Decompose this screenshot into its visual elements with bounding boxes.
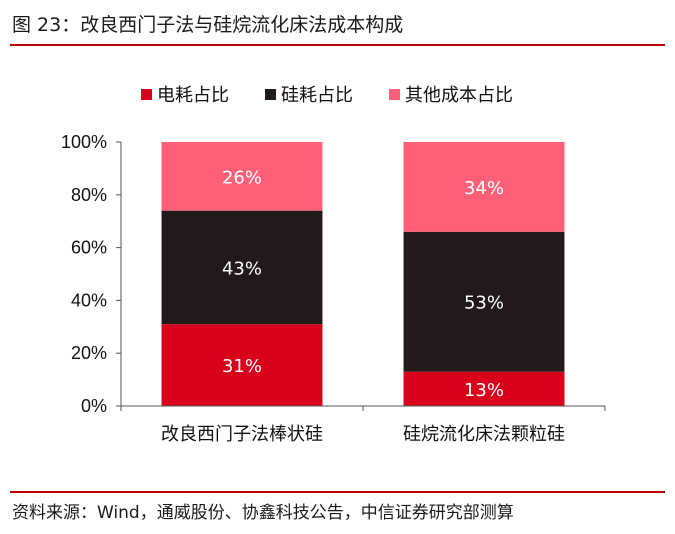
x-axis: 改良西门子法棒状硅 硅烷流化床法颗粒硅 — [120, 405, 606, 445]
y-tick-label: 20% — [71, 343, 107, 363]
y-tick-label: 60% — [71, 238, 107, 258]
y-tick-label: 0% — [81, 396, 107, 416]
y-tick-label: 100% — [61, 132, 107, 152]
data-label: 53% — [464, 293, 504, 314]
figure-source: 资料来源：Wind，通威股份、协鑫科技公告，中信证券研究部测算 — [12, 503, 514, 523]
bar-segment — [403, 371, 565, 406]
x-category-label: 改良西门子法棒状硅 — [161, 424, 323, 445]
data-label: 13% — [464, 380, 504, 401]
bar-segment — [403, 142, 565, 232]
source-rule — [10, 491, 665, 493]
legend-label: 其他成本占比 — [405, 85, 513, 106]
bar-segment — [161, 210, 323, 325]
y-tick-label: 80% — [71, 185, 107, 205]
x-category-label: 硅烷流化床法颗粒硅 — [403, 424, 565, 445]
figure-title: 图 23：改良西门子法与硅烷流化床法成本构成 — [12, 14, 404, 36]
title-rule — [10, 44, 665, 46]
data-label: 31% — [222, 356, 262, 377]
y-tick-label: 40% — [71, 290, 107, 310]
bar-stacks: 31% 43% 26% 13% 53% 34% — [161, 142, 565, 406]
bar-segment — [161, 142, 323, 211]
legend-label: 电耗占比 — [157, 85, 229, 106]
legend-label: 硅耗占比 — [281, 85, 353, 106]
data-label: 26% — [222, 167, 262, 188]
stacked-bar-chart: 电耗占比 硅耗占比 其他成本占比 0% 20% 40% 60% 80% 100% 31% 43%… — [61, 85, 606, 445]
bar-segment — [403, 231, 565, 372]
legend-swatch — [389, 89, 400, 100]
bar-segment — [161, 324, 323, 406]
legend-swatch — [141, 89, 152, 100]
data-label: 34% — [464, 178, 504, 199]
data-label: 43% — [222, 258, 262, 279]
y-axis: 0% 20% 40% 60% 80% 100% — [61, 132, 122, 416]
legend-swatch — [265, 89, 276, 100]
chart-legend: 电耗占比 硅耗占比 其他成本占比 — [141, 85, 513, 106]
